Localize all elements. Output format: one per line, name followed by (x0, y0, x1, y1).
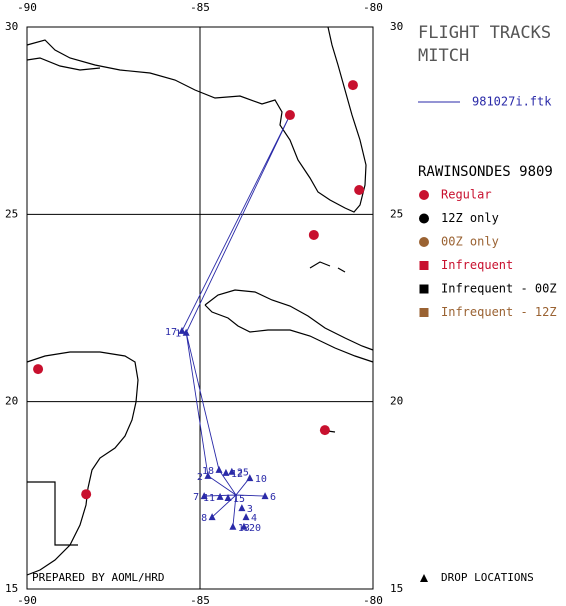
lat-tick-label: 30 (390, 20, 403, 33)
drop-label: 3 (247, 504, 253, 515)
drop-label: 12 (231, 469, 243, 480)
title: FLIGHT TRACKS (418, 23, 551, 43)
title: MITCH (418, 46, 469, 66)
coastline (309, 261, 346, 273)
drop-label: 10 (255, 474, 267, 485)
legend-symbol (419, 190, 429, 200)
flight-track (181, 114, 291, 527)
lon-tick-label: -85 (190, 594, 210, 606)
station-marker (308, 229, 319, 240)
legend-symbol (419, 213, 429, 224)
legend-symbol (419, 284, 429, 294)
lat-tick-label: 25 (5, 207, 18, 220)
lat-tick-label: 15 (5, 582, 18, 595)
station-marker (284, 110, 295, 121)
drop-marker (204, 471, 212, 479)
drop-label: 20 (249, 523, 261, 534)
legend-title: RAWINSONDES 9809 (418, 164, 553, 180)
drop-label: 18 (202, 466, 214, 477)
drop-label: 4 (251, 513, 257, 524)
station-marker (81, 489, 92, 500)
station-marker (33, 364, 44, 375)
lat-tick-label: 20 (390, 395, 403, 408)
lon-tick-label: -90 (17, 594, 37, 606)
drop-label: 6 (270, 492, 276, 503)
drop-marker (200, 492, 208, 500)
station-marker (319, 425, 330, 436)
legend-label: 12Z only (441, 211, 499, 225)
legend-symbol (419, 261, 429, 270)
drop-label: 17 (165, 327, 177, 338)
drop-label: 25 (237, 468, 249, 479)
station-marker (347, 80, 358, 91)
drop-marker (222, 468, 230, 476)
coastline (204, 289, 374, 363)
drop-marker (246, 474, 254, 482)
legend-label: 981027i.ftk (472, 95, 552, 109)
drop-marker (178, 326, 186, 334)
legend-label: 00Z only (441, 235, 499, 249)
lat-tick-label: 20 (5, 395, 18, 408)
lon-tick-label: -80 (363, 1, 383, 14)
coastline (26, 57, 101, 71)
lon-tick-label: -85 (190, 1, 210, 14)
drop-marker (215, 465, 223, 473)
lon-tick-label: -90 (17, 1, 37, 14)
coastline (26, 26, 367, 213)
coastlines (26, 26, 374, 576)
legend-label: Infrequent - 00Z (441, 282, 557, 296)
drop-marker (261, 492, 269, 500)
legend-label: Infrequent - 12Z (441, 305, 557, 319)
drop-label: 8 (201, 513, 207, 524)
drop-legend-symbol (420, 574, 428, 582)
legend-symbol (419, 237, 429, 247)
lat-tick-label: 15 (390, 582, 403, 595)
drop-label: 2 (197, 472, 203, 483)
drop-label: 11 (203, 493, 215, 504)
drop-marker (216, 492, 224, 500)
lon-tick-label: -80 (363, 594, 383, 606)
drop-marker (242, 513, 250, 521)
credit: PREPARED BY AOML/HRD (32, 571, 164, 584)
drop-marker (238, 504, 246, 512)
drop-label: 15 (233, 494, 245, 505)
legend-symbol (419, 308, 429, 317)
border (27, 481, 78, 546)
legend-label: Infrequent (441, 258, 513, 272)
drop-label: 7 (193, 492, 199, 503)
drop-legend-label: DROP LOCATIONS (441, 571, 534, 584)
drop-marker (208, 513, 216, 521)
drop-marker (224, 493, 232, 501)
legend-label: Regular (441, 188, 492, 202)
drop-marker (229, 522, 237, 530)
drop-label: 1 (175, 329, 181, 340)
lat-tick-label: 25 (390, 207, 403, 220)
drop-marker (240, 522, 248, 530)
lat-tick-label: 30 (5, 20, 18, 33)
station-marker (354, 184, 365, 195)
coastline (26, 351, 139, 576)
drop-marker (228, 467, 236, 475)
drop-marker (182, 328, 190, 336)
